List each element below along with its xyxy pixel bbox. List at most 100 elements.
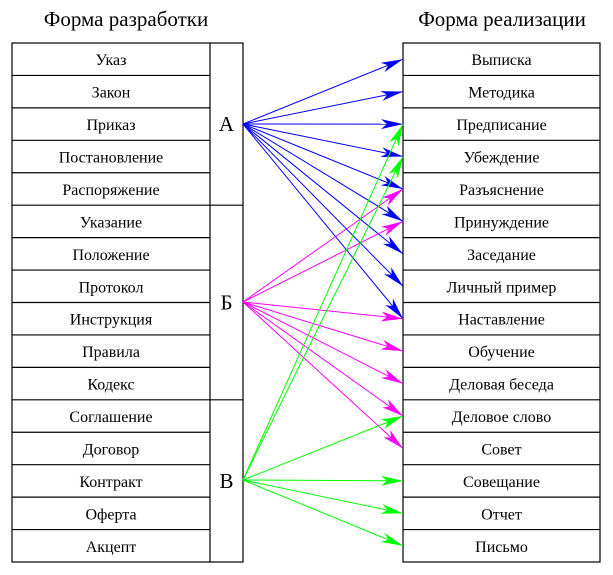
arrow [242, 119, 404, 130]
arrow-head [385, 298, 403, 319]
arrow [242, 479, 404, 514]
arrow [242, 123, 404, 481]
arrow-head [380, 59, 403, 73]
left-item: Распоряжение [62, 182, 159, 199]
right-item: Отчет [481, 506, 522, 523]
arrow-line [242, 58, 404, 125]
arrow [242, 123, 404, 255]
arrow [242, 58, 404, 125]
arrow-line [242, 91, 404, 125]
arrow [242, 123, 404, 287]
left-item: Инструкция [70, 312, 153, 329]
arrow-head [381, 369, 403, 384]
right-item: Разъяснение [459, 182, 544, 199]
arrow-head [380, 475, 403, 486]
arrow-line [242, 188, 404, 303]
arrow-head [383, 267, 403, 287]
right-item: Деловая беседа [449, 377, 554, 394]
arrow-line [242, 301, 404, 449]
arrow [242, 220, 404, 303]
arrow [242, 91, 404, 125]
right-item: Личный пример [447, 279, 557, 296]
arrow [242, 301, 404, 449]
arrow-line [242, 123, 404, 158]
arrow-line [242, 479, 404, 547]
left-item: Правила [82, 344, 140, 361]
right-item: Убеждение [464, 150, 540, 167]
arrow-line [242, 123, 404, 287]
arrow-line [242, 220, 404, 303]
left-item: Контракт [79, 474, 142, 491]
right-title: Форма реализации [418, 7, 586, 31]
arrow-head [380, 176, 403, 189]
arrow-head [383, 429, 403, 449]
arrow-head [380, 119, 403, 130]
left-item: Договор [83, 441, 140, 458]
right-item: Совещание [463, 474, 540, 491]
left-item: Протокол [79, 279, 144, 296]
arrow [242, 123, 404, 190]
arrow [242, 123, 404, 158]
arrow [242, 415, 404, 481]
arrow-head [380, 311, 403, 322]
arrow-line [242, 123, 404, 222]
right-item: Методика [468, 85, 535, 102]
arrow [242, 156, 404, 481]
group-label: В [219, 469, 233, 493]
left-item: Кодекс [87, 377, 134, 394]
left-item: Указание [80, 214, 142, 231]
arrow-line [242, 156, 404, 481]
arrow-head [380, 416, 403, 429]
left-item: Соглашение [69, 409, 152, 426]
arrow-head [380, 532, 403, 546]
group-label: Б [220, 291, 232, 315]
arrow [242, 475, 404, 486]
arrow-head [389, 124, 403, 147]
right-item: Наставление [458, 312, 545, 329]
arrow [242, 301, 404, 417]
right-item: Письмо [475, 539, 528, 556]
arrow [242, 188, 404, 303]
arrow-head [382, 236, 403, 254]
arrow [242, 301, 404, 352]
arrow-head [381, 205, 403, 222]
arrow-line [242, 415, 404, 481]
arrow-head [388, 156, 403, 179]
arrow-line [242, 301, 404, 385]
arrow-head [382, 188, 403, 206]
right-item: Обучение [468, 344, 534, 361]
arrow-line [242, 123, 404, 320]
arrow [242, 123, 404, 222]
left-item: Постановление [59, 150, 164, 167]
arrow-line [242, 479, 404, 514]
left-item: Положение [72, 247, 149, 264]
arrow-line [242, 301, 404, 352]
arrow-line [242, 479, 404, 482]
arrow-line [242, 301, 404, 417]
left-item: Приказ [86, 117, 135, 134]
right-item: Заседание [467, 247, 536, 264]
arrow-head [380, 339, 403, 352]
left-title: Форма разработки [44, 7, 208, 31]
arrow-head [380, 503, 403, 514]
right-item: Деловое слово [452, 409, 551, 426]
arrow-line [242, 123, 404, 255]
arrow-head [381, 221, 403, 236]
arrow [242, 479, 404, 547]
arrow [242, 301, 404, 322]
right-item: Совет [481, 441, 521, 458]
arrow-line [242, 123, 404, 190]
right-item: Предписание [456, 117, 546, 134]
arrow-head [382, 399, 403, 417]
arrow [242, 301, 404, 385]
right-item: Выписка [471, 52, 531, 69]
group-label: А [219, 112, 235, 136]
arrow-line [242, 301, 404, 320]
arrow-head [380, 147, 403, 158]
left-item: Оферта [85, 506, 136, 523]
arrow [242, 123, 404, 320]
left-item: Акцепт [86, 539, 137, 556]
arrow-head [380, 91, 403, 101]
arrow-line [242, 123, 404, 481]
